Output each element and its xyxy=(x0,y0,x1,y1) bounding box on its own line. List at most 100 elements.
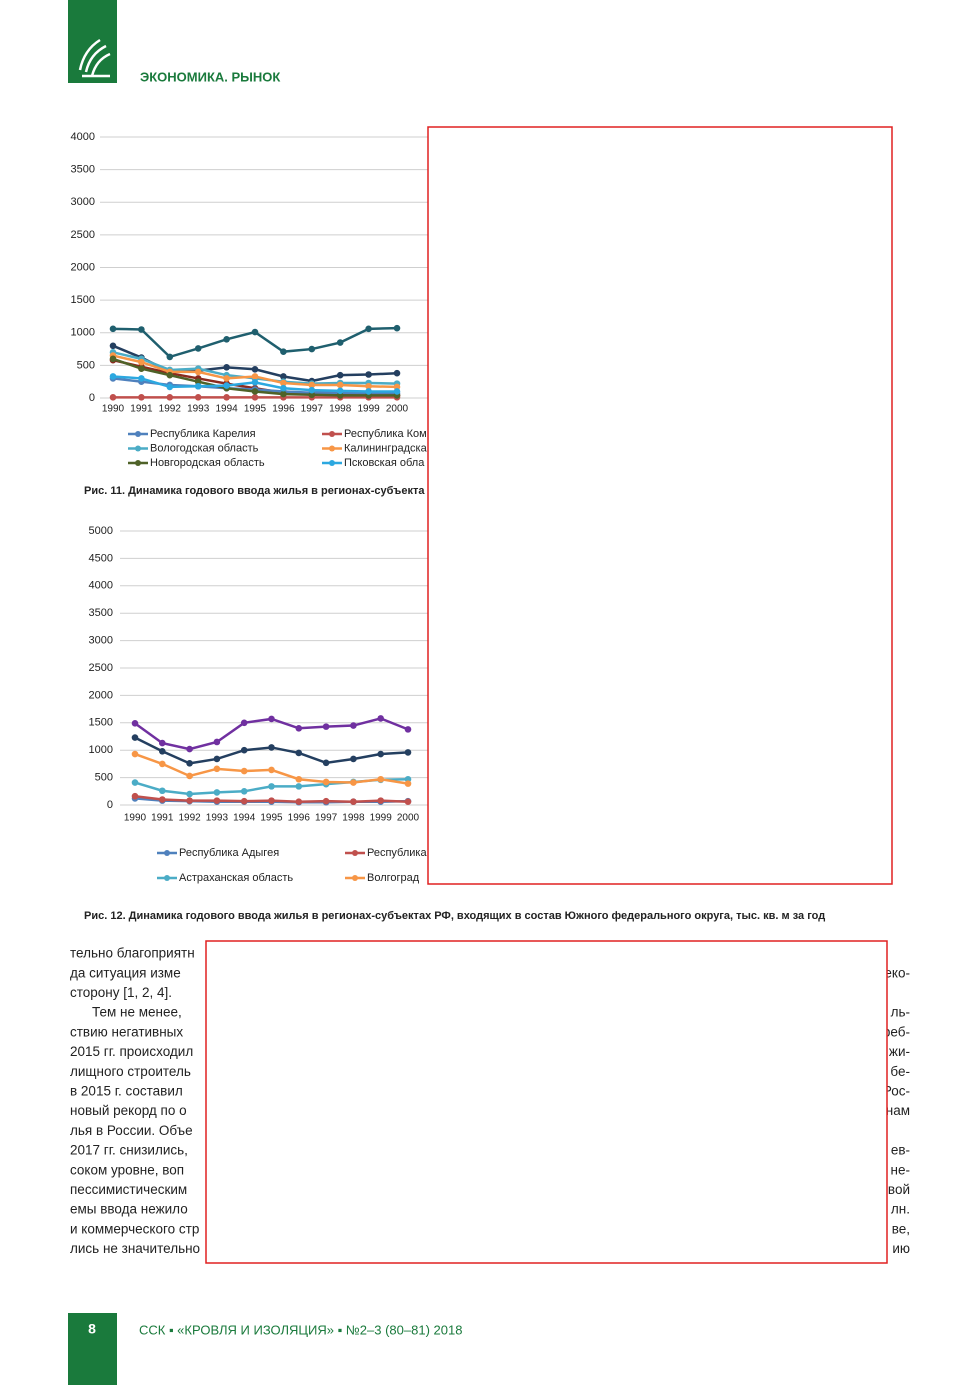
body-text: и коммерческого стр xyxy=(70,1221,199,1236)
header-band xyxy=(68,0,117,83)
body-text: бе- xyxy=(890,1064,910,1079)
x-tick-label: 1992 xyxy=(178,813,201,824)
point xyxy=(268,766,275,774)
x-tick-label: 1996 xyxy=(272,404,295,415)
body-text: лись не значительно xyxy=(70,1241,200,1256)
x-tick-label: 1997 xyxy=(315,813,338,824)
journal: ССК ▪ «КРОВЛЯ И ИЗОЛЯЦИЯ» ▪ №2–3 (80–81)… xyxy=(139,1322,462,1337)
point xyxy=(350,779,357,786)
point xyxy=(251,394,259,401)
x-tick-label: 1999 xyxy=(357,404,380,415)
y-tick-label: 2000 xyxy=(71,261,95,273)
point xyxy=(322,778,330,786)
point xyxy=(213,789,221,796)
x-tick-label: 1993 xyxy=(206,813,229,824)
point xyxy=(194,345,202,352)
point xyxy=(223,394,230,401)
point xyxy=(350,722,357,729)
y-tick-label: 0 xyxy=(89,392,95,404)
body-text: ствию негативных xyxy=(70,1024,183,1039)
point xyxy=(223,335,230,343)
point xyxy=(393,324,401,332)
point xyxy=(213,738,221,746)
point xyxy=(138,365,145,372)
point xyxy=(213,765,221,773)
point xyxy=(109,325,117,333)
point xyxy=(240,788,248,795)
point xyxy=(223,382,230,389)
point xyxy=(251,379,259,386)
x-tick-label: 1996 xyxy=(288,813,311,824)
x-tick-label: 1993 xyxy=(187,404,210,415)
x-tick-label: 1995 xyxy=(260,813,283,824)
legend-label: Республика xyxy=(367,847,427,859)
legend-marker xyxy=(329,460,335,466)
point xyxy=(350,755,357,763)
point xyxy=(268,797,275,804)
point xyxy=(251,328,259,336)
content: 0 500 1000 1500 2000 2500 3000 3500 4000 1990 1991… xyxy=(70,131,910,1256)
x-tick-label: 1994 xyxy=(233,813,256,824)
point xyxy=(131,734,139,741)
y-tick-label: 3500 xyxy=(71,164,95,176)
x-tick-label: 1998 xyxy=(329,404,352,415)
body-text: 2015 гг. происходил xyxy=(70,1044,193,1059)
footer-band xyxy=(68,1313,117,1385)
caption: Рис. 12. Динамика годового ввода жилья в… xyxy=(84,910,825,922)
point xyxy=(377,775,385,783)
point xyxy=(159,760,166,768)
body-text: пессимистическим xyxy=(70,1182,187,1197)
point xyxy=(131,779,139,786)
y-tick-label: 2500 xyxy=(89,662,113,674)
point xyxy=(194,368,202,376)
point xyxy=(213,755,221,763)
point xyxy=(308,381,316,389)
point xyxy=(186,760,193,767)
point xyxy=(194,378,202,385)
legend-label: Псковская обла xyxy=(344,457,425,469)
x-tick-label: 1990 xyxy=(102,404,125,415)
point xyxy=(186,745,193,753)
y-tick-label: 5000 xyxy=(89,525,113,537)
point xyxy=(280,379,287,387)
y-tick-label: 500 xyxy=(77,359,95,371)
body-text: ве, xyxy=(892,1221,910,1236)
x-tick-label: 1994 xyxy=(215,404,238,415)
point xyxy=(280,373,287,380)
body-text: Тем не менее, xyxy=(92,1005,182,1020)
legend-marker xyxy=(352,850,358,856)
y-tick-label: 2000 xyxy=(89,689,113,701)
body-text: сторону [1, 2, 4]. xyxy=(70,985,172,1000)
point xyxy=(223,364,230,371)
point xyxy=(186,797,193,804)
legend-label: Вологодская область xyxy=(150,442,259,454)
legend-marker xyxy=(164,850,170,856)
body-text: Рос- xyxy=(883,1083,910,1098)
point xyxy=(308,391,316,399)
point xyxy=(295,749,303,757)
point xyxy=(159,796,166,803)
point xyxy=(280,384,287,392)
body-text: 2017 гг. снизились, xyxy=(70,1143,188,1158)
legend-label: Республика Адыгея xyxy=(179,847,279,859)
point xyxy=(138,358,145,366)
point xyxy=(404,798,412,806)
point xyxy=(186,772,193,780)
x-tick-label: 1991 xyxy=(151,813,174,824)
legend-label: Волгоград xyxy=(367,872,420,884)
point xyxy=(240,797,248,805)
body-text: нам xyxy=(886,1103,910,1118)
y-tick-label: 1500 xyxy=(71,294,95,306)
body-text: вой xyxy=(888,1182,910,1197)
logo xyxy=(78,38,111,78)
x-tick-label: 1998 xyxy=(342,813,365,824)
point xyxy=(336,381,344,389)
body-text: тельно благоприятн xyxy=(70,946,195,961)
body-text: новый рекорд по о xyxy=(70,1103,187,1118)
body-text: еко- xyxy=(884,965,910,980)
x-tick-label: 1995 xyxy=(244,404,267,415)
point xyxy=(131,792,139,800)
body-text: лн. xyxy=(891,1202,910,1217)
point xyxy=(251,388,259,395)
